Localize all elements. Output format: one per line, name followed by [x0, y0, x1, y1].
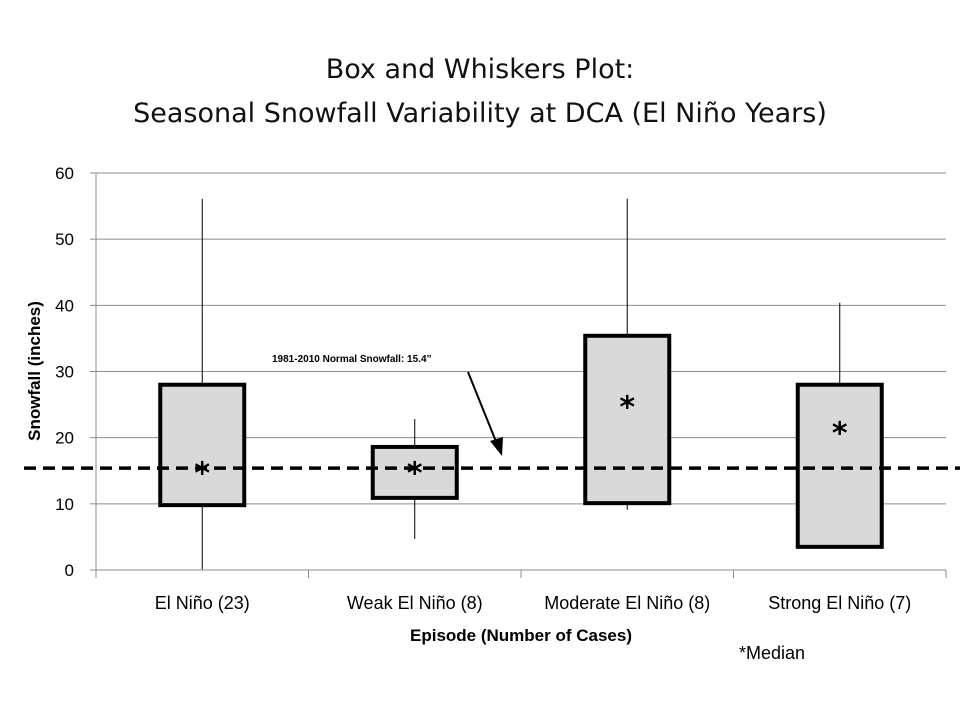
x-axis: El Niño (23) Weak El Niño (8) Moderate El …: [95, 173, 947, 613]
x-category-label: Weak El Niño (8): [347, 593, 483, 613]
y-axis-ticks: 0 10 20 30 40 50 60: [55, 164, 96, 580]
reference-line-group: 1981-2010 Normal Snowfall: 15.4”: [24, 354, 960, 470]
chart-title-line1: Box and Whiskers Plot:: [326, 54, 635, 85]
y-tick-label: 20: [55, 429, 74, 448]
box: [583, 333, 672, 506]
median-marker: *: [832, 417, 848, 452]
x-category-label: El Niño (23): [155, 593, 250, 613]
median-marker: *: [619, 390, 635, 425]
median-marker: *: [194, 456, 210, 491]
x-axis-label: Episode (Number of Cases): [410, 626, 632, 645]
median-footnote: *Median: [739, 643, 805, 663]
chart-title-line2: Seasonal Snowfall Variability at DCA (El…: [133, 98, 827, 129]
y-tick-label: 30: [55, 363, 74, 382]
box: [795, 382, 884, 549]
x-category-label: Strong El Niño (7): [768, 593, 911, 613]
x-category-label: Moderate El Niño (8): [544, 593, 710, 613]
y-tick-label: 10: [55, 495, 74, 514]
boxes: * * * *: [158, 198, 884, 570]
y-tick-label: 60: [55, 164, 74, 183]
box: [370, 444, 459, 500]
annotation-arrowhead: [490, 437, 503, 456]
y-tick-label: 40: [55, 296, 74, 315]
y-tick-label: 0: [65, 561, 74, 580]
median-marker: *: [407, 456, 423, 491]
y-axis-label: Snowfall (inches): [25, 301, 44, 441]
annotation-arrow: [467, 371, 498, 445]
y-tick-label: 50: [55, 230, 74, 249]
normal-snowfall-label: 1981-2010 Normal Snowfall: 15.4”: [272, 354, 432, 365]
box: [158, 382, 247, 508]
